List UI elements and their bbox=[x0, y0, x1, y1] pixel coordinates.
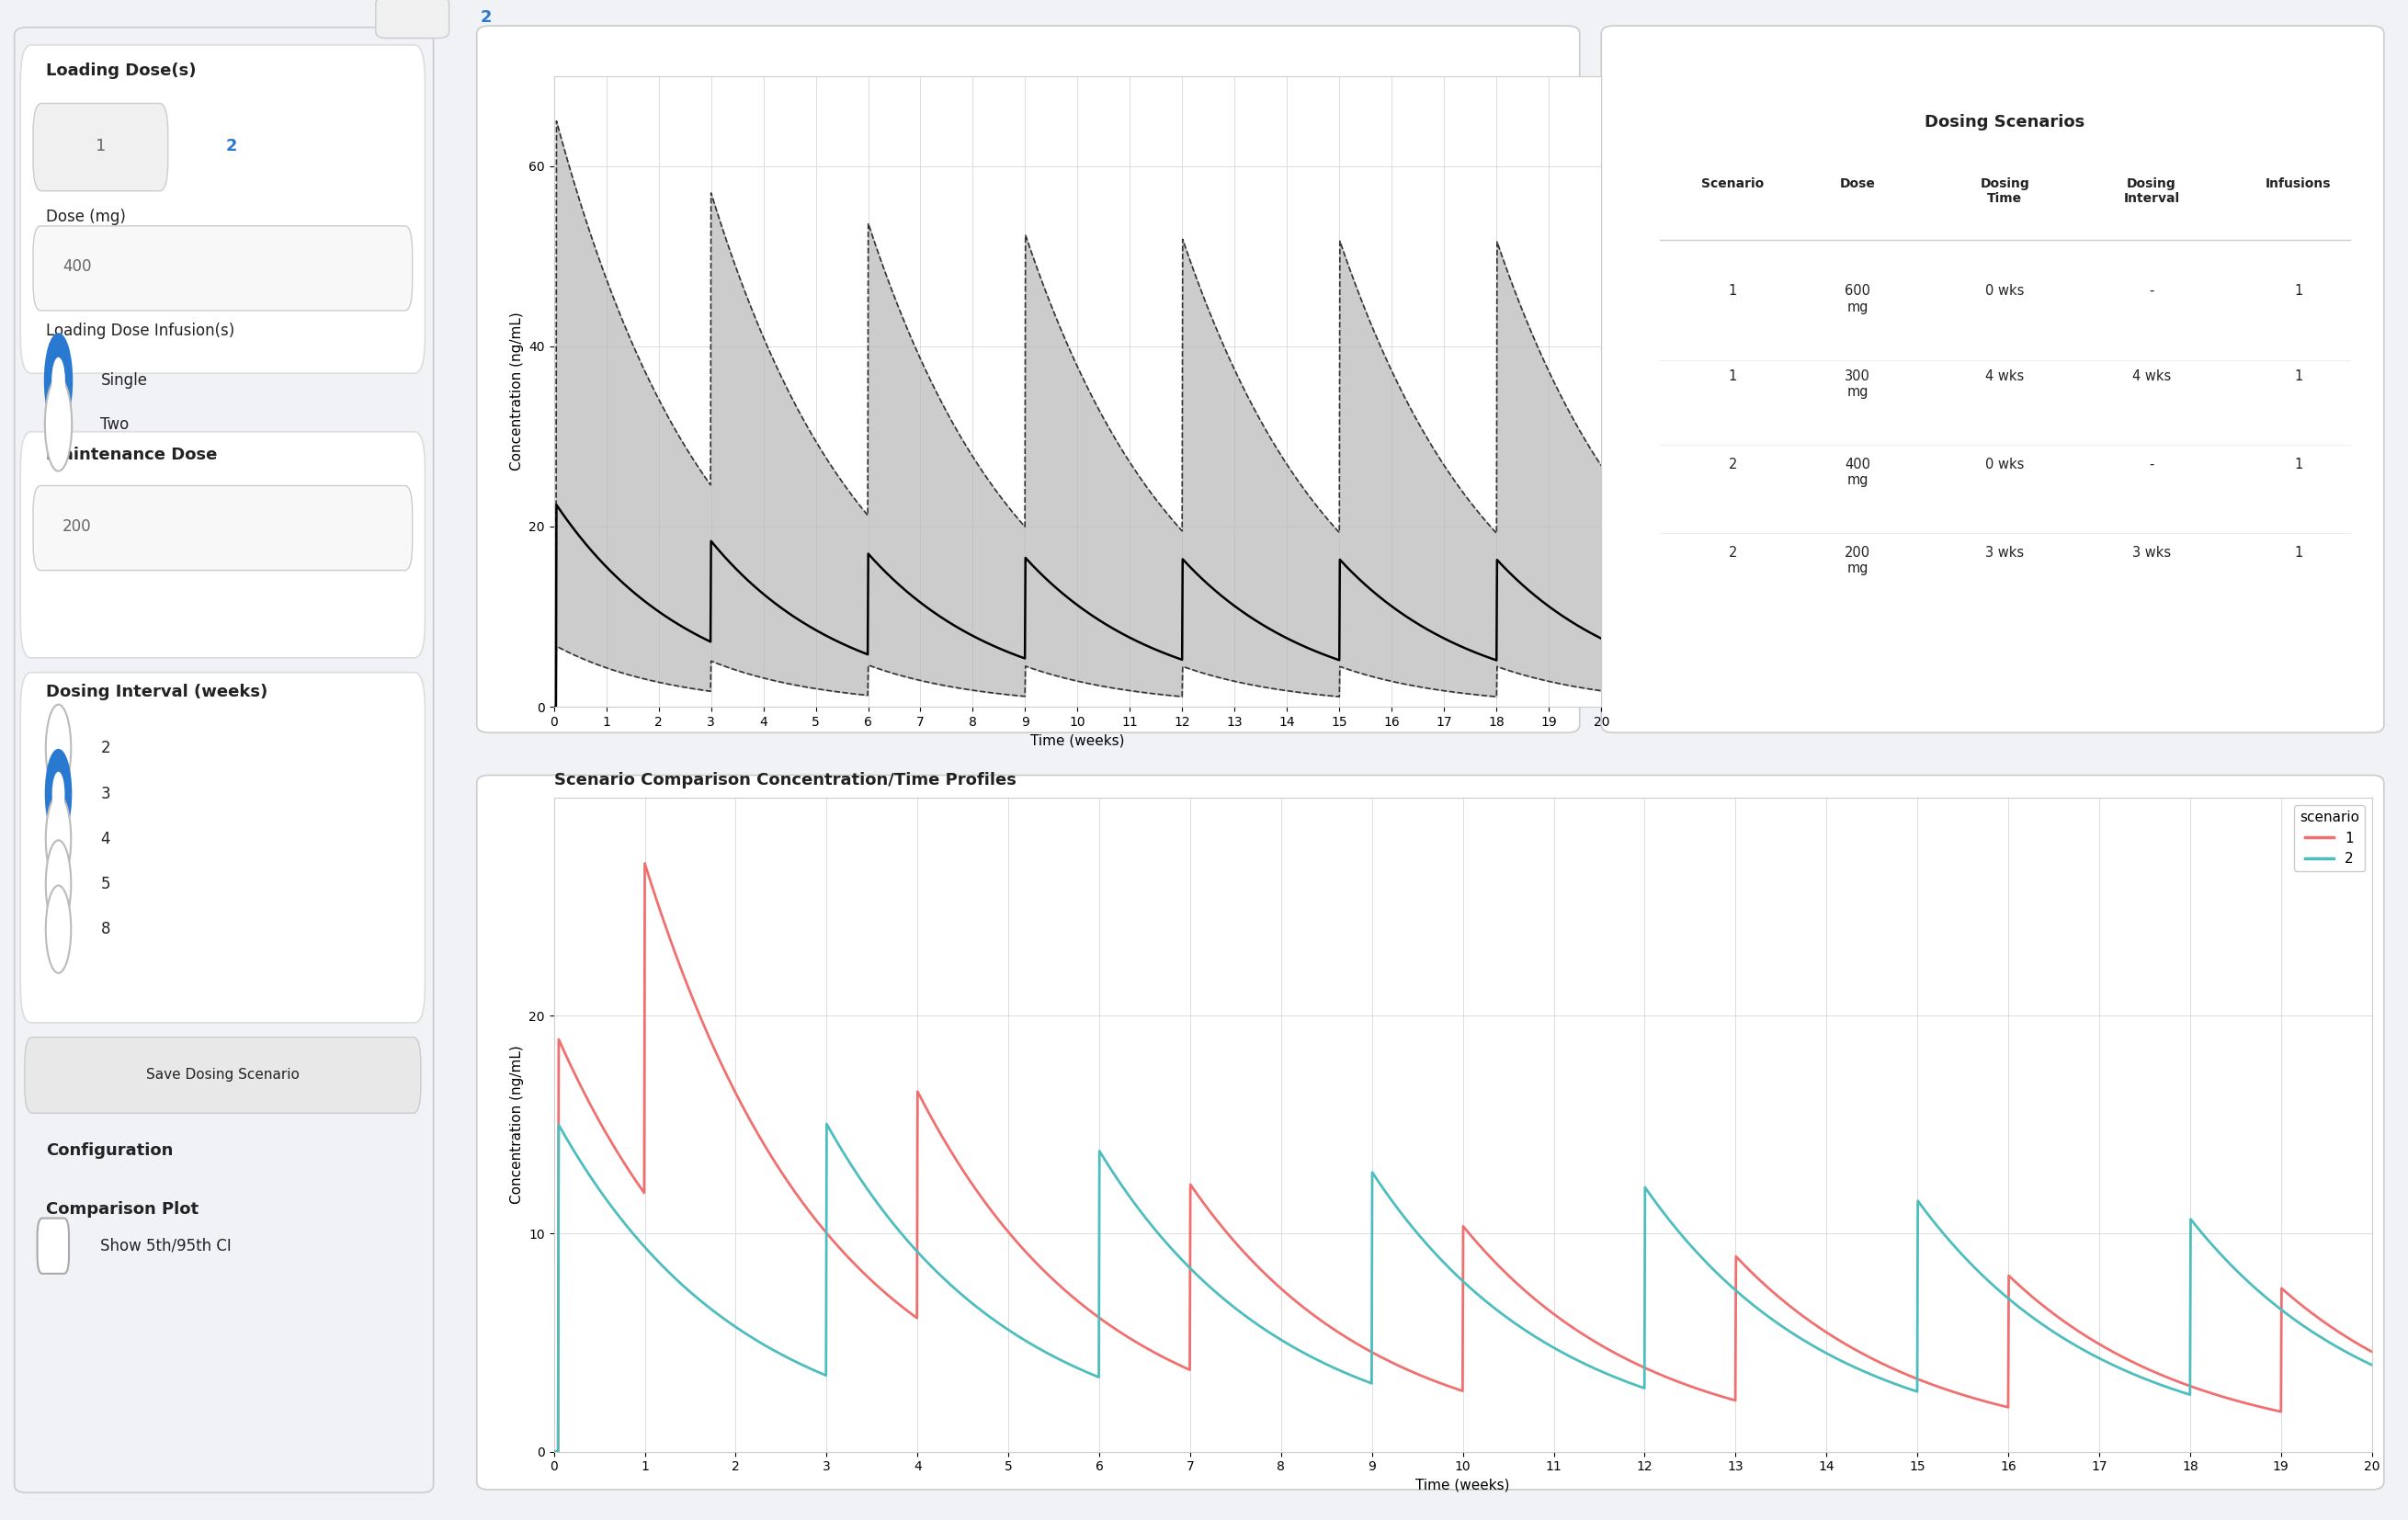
Text: 200
mg: 200 mg bbox=[1845, 546, 1871, 576]
Line: 1: 1 bbox=[554, 863, 2372, 1452]
Y-axis label: Concentration (ng/mL): Concentration (ng/mL) bbox=[510, 1046, 523, 1204]
Text: 5: 5 bbox=[101, 876, 111, 892]
1 bbox=[746, 1131, 775, 1149]
2 bbox=[1238, 1312, 1267, 1330]
Text: Show 5th/95th CI: Show 5th/95th CI bbox=[101, 1237, 231, 1254]
Text: -: - bbox=[2148, 284, 2155, 298]
2 bbox=[811, 1114, 840, 1132]
Text: 3 wks: 3 wks bbox=[2131, 546, 2172, 559]
FancyBboxPatch shape bbox=[24, 1037, 421, 1113]
1 bbox=[1238, 1251, 1267, 1269]
Text: 400: 400 bbox=[63, 258, 92, 275]
Text: 8: 8 bbox=[101, 921, 111, 938]
Text: 200: 200 bbox=[63, 518, 92, 535]
Text: 1: 1 bbox=[2295, 284, 2302, 298]
Text: Save Dosing Scenario: Save Dosing Scenario bbox=[147, 1069, 299, 1082]
Text: 1: 1 bbox=[2295, 369, 2302, 383]
Legend: 1, 2: 1, 2 bbox=[2295, 806, 2365, 871]
Text: 600
mg: 600 mg bbox=[1845, 284, 1871, 315]
Text: 2: 2 bbox=[226, 137, 236, 154]
Text: Loading Dose(s): Loading Dose(s) bbox=[46, 62, 195, 79]
X-axis label: Time (weeks): Time (weeks) bbox=[1416, 1479, 1510, 1493]
Text: Single: Single bbox=[101, 372, 147, 389]
Text: 0 wks: 0 wks bbox=[1984, 458, 2025, 471]
FancyBboxPatch shape bbox=[376, 0, 448, 38]
1 bbox=[2321, 1321, 2350, 1339]
Text: 300
mg: 300 mg bbox=[1845, 369, 1871, 400]
Circle shape bbox=[46, 377, 72, 471]
Text: 2: 2 bbox=[1729, 458, 1736, 471]
Text: Loading Dose Infusion(s): Loading Dose Infusion(s) bbox=[46, 322, 234, 339]
Circle shape bbox=[46, 334, 72, 427]
Text: Scenario: Scenario bbox=[1702, 176, 1765, 190]
Circle shape bbox=[46, 749, 70, 838]
Text: 3 wks: 3 wks bbox=[1984, 546, 2025, 559]
Text: 1: 1 bbox=[407, 9, 417, 26]
1 bbox=[855, 1269, 884, 1287]
Text: Dosing Interval (weeks): Dosing Interval (weeks) bbox=[46, 684, 267, 701]
FancyBboxPatch shape bbox=[19, 432, 424, 658]
Text: 4: 4 bbox=[101, 830, 111, 847]
Text: Maintenance Dose: Maintenance Dose bbox=[46, 447, 217, 462]
FancyBboxPatch shape bbox=[34, 103, 169, 192]
1 bbox=[1315, 1318, 1344, 1336]
Text: 2: 2 bbox=[1729, 546, 1736, 559]
1 bbox=[2357, 1342, 2386, 1360]
Circle shape bbox=[46, 795, 70, 883]
Text: -: - bbox=[2148, 458, 2155, 471]
Text: 1: 1 bbox=[2295, 458, 2302, 471]
2 bbox=[2126, 1368, 2155, 1386]
2 bbox=[855, 1184, 884, 1202]
Text: Dosing Scenarios: Dosing Scenarios bbox=[1924, 114, 2085, 131]
Text: 2: 2 bbox=[101, 740, 111, 757]
Text: Dosing
Time: Dosing Time bbox=[1979, 176, 2030, 205]
Text: 1: 1 bbox=[96, 137, 106, 154]
1 bbox=[539, 1442, 568, 1461]
Circle shape bbox=[51, 357, 65, 404]
Text: 3: 3 bbox=[101, 786, 111, 803]
Text: Dosing
Interval: Dosing Interval bbox=[2124, 176, 2179, 205]
1 bbox=[2126, 1357, 2155, 1376]
Text: 1: 1 bbox=[1729, 369, 1736, 383]
Text: 400
mg: 400 mg bbox=[1845, 458, 1871, 488]
FancyBboxPatch shape bbox=[19, 672, 424, 1023]
Circle shape bbox=[46, 705, 70, 792]
Text: Infusions: Infusions bbox=[2266, 176, 2331, 190]
2 bbox=[539, 1442, 568, 1461]
Circle shape bbox=[53, 772, 65, 815]
1 bbox=[631, 854, 660, 872]
Text: Scenario Comparison Concentration/Time Profiles: Scenario Comparison Concentration/Time P… bbox=[554, 772, 1016, 789]
2 bbox=[2357, 1356, 2386, 1374]
X-axis label: Time (weeks): Time (weeks) bbox=[1031, 734, 1125, 748]
FancyBboxPatch shape bbox=[19, 46, 424, 374]
Text: 1: 1 bbox=[2295, 546, 2302, 559]
Text: 0 wks: 0 wks bbox=[1984, 284, 2025, 298]
FancyBboxPatch shape bbox=[34, 486, 412, 570]
Circle shape bbox=[46, 841, 70, 927]
Circle shape bbox=[46, 886, 70, 973]
Text: 4 wks: 4 wks bbox=[2131, 369, 2172, 383]
2 bbox=[1315, 1357, 1344, 1376]
Text: 4 wks: 4 wks bbox=[1984, 369, 2025, 383]
Text: Two: Two bbox=[101, 416, 130, 433]
Text: 1: 1 bbox=[1729, 284, 1736, 298]
2 bbox=[746, 1335, 775, 1353]
FancyBboxPatch shape bbox=[34, 226, 412, 310]
Text: Dose: Dose bbox=[1840, 176, 1876, 190]
Line: 2: 2 bbox=[554, 1123, 2372, 1452]
2 bbox=[2321, 1338, 2350, 1356]
Text: Dose (mg): Dose (mg) bbox=[46, 208, 125, 225]
Text: Configuration: Configuration bbox=[46, 1143, 173, 1158]
Y-axis label: Concentration (ng/mL): Concentration (ng/mL) bbox=[510, 312, 523, 471]
Text: 2: 2 bbox=[479, 9, 491, 26]
Text: Comparison Plot: Comparison Plot bbox=[46, 1201, 197, 1218]
FancyBboxPatch shape bbox=[36, 1218, 70, 1274]
